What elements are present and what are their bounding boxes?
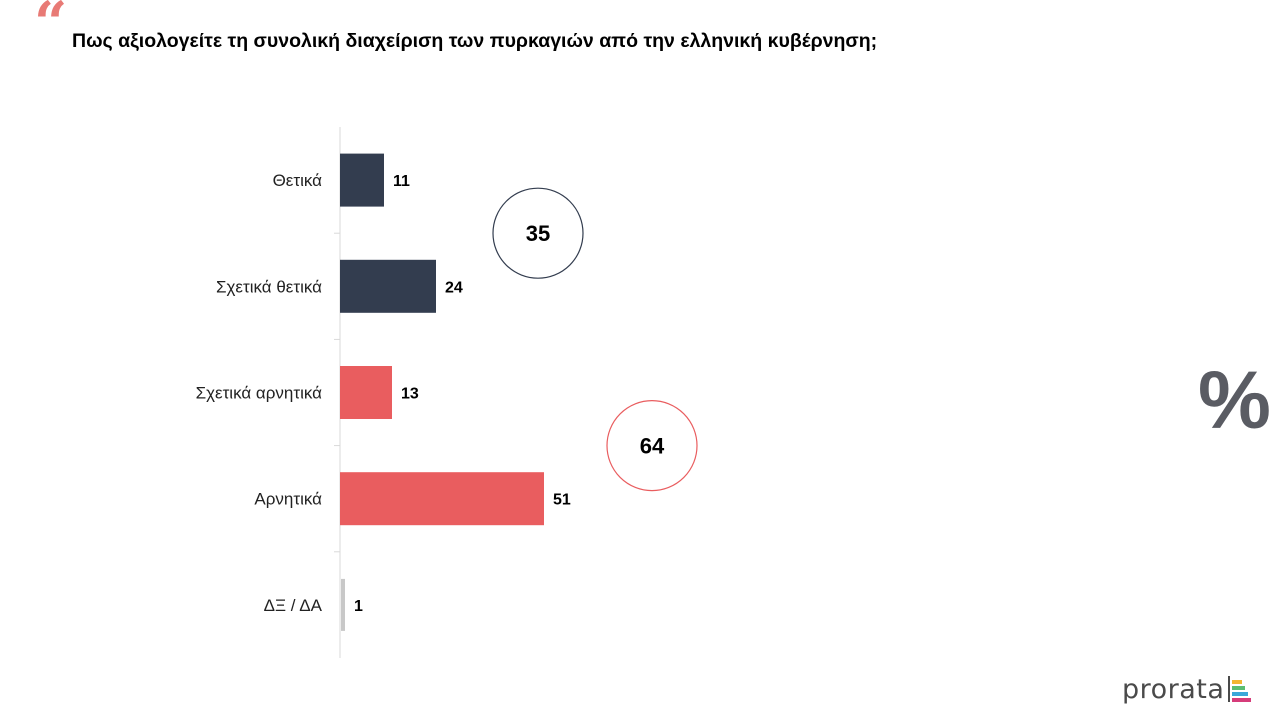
- bar-no_answer: [341, 578, 345, 631]
- total-label-positive: 35: [526, 221, 550, 246]
- bar-positive: [340, 153, 384, 207]
- data-label: 51: [553, 492, 571, 509]
- category-label: Σχετικά θετικά: [216, 277, 322, 296]
- total-circle-negative: [606, 400, 698, 492]
- category-label: Θετικά: [273, 171, 323, 190]
- category-label: Αρνητικά: [254, 490, 322, 509]
- brand-mark-icon: [1228, 676, 1252, 702]
- brand-logo: prorata: [1122, 675, 1252, 703]
- total-circle-positive: [492, 187, 584, 279]
- category-label: ΔΞ / ΔΑ: [264, 596, 323, 615]
- category-label: Σχετικά αρνητικά: [196, 384, 323, 403]
- bar-positive: [340, 259, 436, 313]
- data-label: 13: [401, 386, 419, 403]
- total-label-negative: 64: [640, 434, 665, 459]
- data-label: 1: [354, 598, 363, 615]
- bar-negative: [340, 472, 544, 526]
- brand-name: prorata: [1122, 673, 1225, 705]
- data-label: 11: [393, 173, 410, 190]
- percent-unit-symbol: %: [1198, 355, 1271, 446]
- page-title: Πως αξιολογείτε τη συνολική διαχείριση τ…: [72, 30, 878, 52]
- quote-mark: “: [34, 0, 68, 57]
- data-label: 24: [445, 279, 463, 296]
- bar-negative: [340, 366, 392, 419]
